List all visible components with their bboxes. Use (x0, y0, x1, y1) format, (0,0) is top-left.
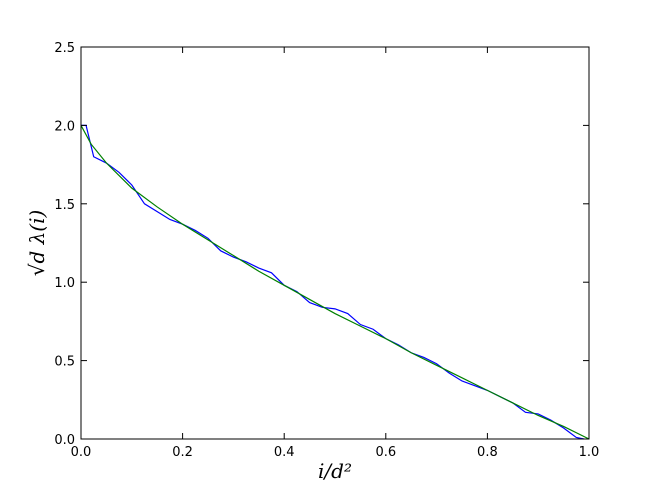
y-tick-label: 2.0 (54, 119, 75, 134)
y-tick-label: 2.5 (54, 41, 75, 56)
x-tick-label: 0.4 (274, 445, 295, 460)
x-tick-label: 0.8 (477, 445, 498, 460)
plot-frame (80, 46, 590, 440)
x-tick-label: 1.0 (579, 445, 600, 460)
data-line (80, 125, 590, 440)
y-axis-label: √d λ(i) (25, 210, 49, 277)
x-tick-label: 0.0 (71, 445, 92, 460)
y-tick-label: 0.5 (54, 355, 75, 370)
x-tick-label: 0.2 (172, 445, 193, 460)
y-tick-label: 0.0 (54, 433, 75, 448)
x-tick-label: 0.6 (375, 445, 396, 460)
y-tick-label: 1.5 (54, 198, 75, 213)
y-tick-label: 1.0 (54, 276, 75, 291)
x-axis-label: i/d² (318, 459, 352, 483)
